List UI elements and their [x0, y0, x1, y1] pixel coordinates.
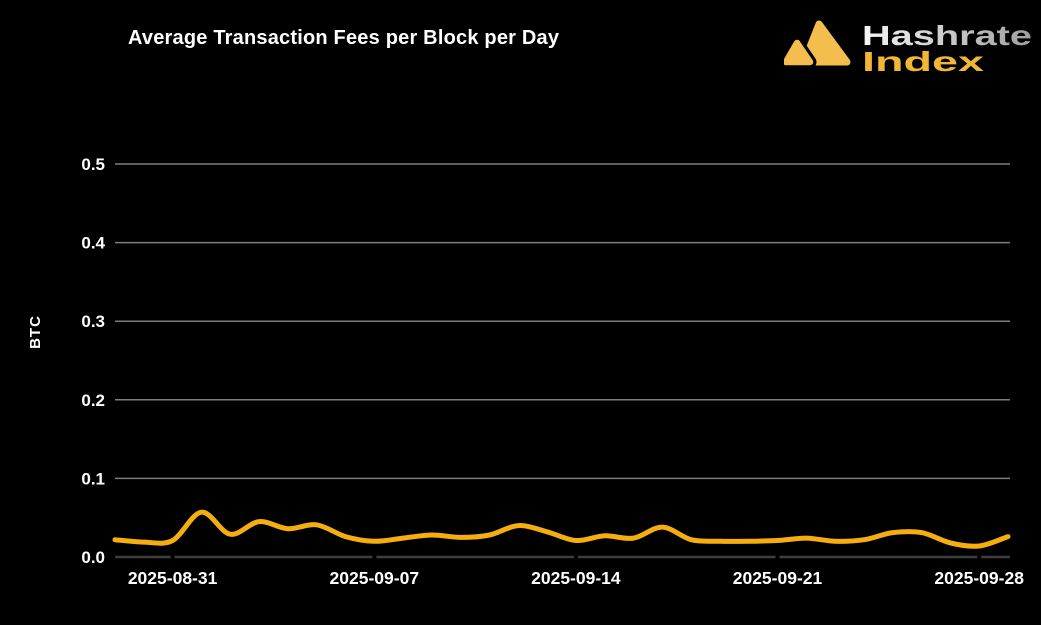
- y-axis-title: BTC: [27, 315, 44, 349]
- x-tick-label: 2025-08-31: [128, 568, 218, 588]
- y-tick-label: 0.1: [81, 469, 105, 488]
- fees-line-series: [112, 509, 1011, 549]
- page-title: Average Transaction Fees per Block per D…: [128, 27, 560, 49]
- y-tick-label: 0.0: [81, 548, 105, 567]
- hashrate-logo-icon: [784, 20, 851, 69]
- x-tick-label: 2025-09-28: [934, 568, 1024, 588]
- y-tick-label: 0.2: [81, 391, 105, 410]
- x-tick-label: 2025-09-14: [531, 568, 621, 588]
- x-tick-label: 2025-09-07: [330, 568, 420, 588]
- hashrate-index-logo: Hashrate Index: [784, 20, 1032, 77]
- y-tick-label: 0.4: [81, 234, 105, 253]
- y-tick-label: 0.3: [81, 312, 105, 331]
- x-tick-label: 2025-09-21: [733, 568, 823, 588]
- logo-text-index: Index: [862, 46, 985, 77]
- logo-text-hashrate: Hashrate: [862, 20, 1032, 51]
- y-tick-label: 0.5: [81, 155, 105, 174]
